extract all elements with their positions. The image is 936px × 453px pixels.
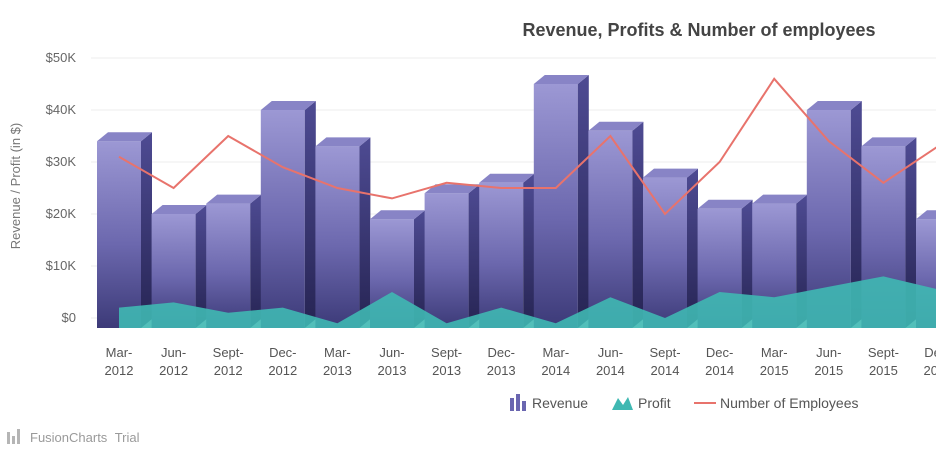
revenue-bar-side [304, 101, 316, 328]
legend-label-profit: Profit [638, 395, 671, 411]
revenue-bar-side [195, 205, 207, 328]
y-tick-label: $40K [46, 102, 77, 117]
x-tick-label: Sept-2012 [213, 345, 244, 378]
revenue-bar-front [424, 193, 469, 328]
revenue-bar[interactable] [206, 194, 262, 328]
y-axis-ticks: $0 $10K $20K $30K $40K $50K [46, 50, 77, 325]
revenue-bar-top [424, 184, 480, 194]
y-tick-label: $50K [46, 50, 77, 65]
revenue-bar-top [916, 210, 936, 220]
revenue-bar-side [850, 101, 862, 328]
fusioncharts-logo-icon [7, 429, 20, 444]
y-axis-label: Revenue / Profit (in $) [8, 123, 23, 249]
revenue-bar-top [206, 194, 262, 204]
profit-area-shape[interactable] [119, 276, 936, 328]
x-tick-label: Mar-2015 [760, 345, 789, 378]
employees-line [118, 77, 936, 216]
x-axis-ticks: Mar-2012 Jun-2012 Sept-2012 Dec-2012 Mar-201… [105, 345, 936, 378]
svg-text:FusionCharts Trial: FusionCharts Trial [30, 430, 140, 445]
revenue-bar-top [643, 168, 698, 178]
x-tick-label: Sept-2014 [649, 345, 680, 378]
revenue-bar-side [905, 137, 917, 328]
employees-line-path[interactable] [118, 77, 936, 216]
legend-item-profit[interactable]: Profit [612, 395, 671, 411]
revenue-bar[interactable] [424, 184, 480, 328]
profit-area [119, 276, 936, 328]
revenue-bar-top [97, 132, 152, 142]
revenue-bar-top [370, 210, 425, 220]
x-tick-label: Dec-2015 [924, 345, 936, 378]
watermark-brand: FusionCharts [30, 430, 108, 445]
legend: Revenue Profit Number of Employees [510, 394, 859, 411]
revenue-bar[interactable] [315, 137, 371, 328]
revenue-bar-side [250, 194, 262, 328]
x-tick-label: Mar-2014 [541, 345, 570, 378]
revenue-bar-side [523, 173, 535, 328]
x-tick-label: Jun-2014 [596, 345, 625, 378]
revenue-bar-top [479, 173, 535, 183]
x-tick-label: Sept-2015 [868, 345, 899, 378]
revenue-bar-top [260, 101, 316, 110]
x-tick-label: Dec-2013 [487, 345, 516, 378]
legend-label-revenue: Revenue [532, 395, 588, 411]
revenue-legend-icon [510, 394, 526, 411]
revenue-bar[interactable] [97, 132, 152, 328]
revenue-bar[interactable] [588, 121, 644, 328]
revenue-bar[interactable] [479, 173, 535, 328]
y-tick-label: $0 [62, 310, 76, 325]
x-tick-label: Jun-2013 [378, 345, 407, 378]
revenue-bar-top [151, 205, 207, 214]
y-tick-label: $30K [46, 154, 77, 169]
revenue-bar-top [806, 101, 862, 110]
x-tick-label: Dec-2012 [268, 345, 297, 378]
revenue-bar[interactable] [533, 75, 589, 328]
revenue-bar-front [315, 146, 360, 328]
revenue-bar[interactable] [643, 168, 698, 328]
revenue-bar-front [643, 177, 687, 328]
revenue-bar-front [97, 141, 141, 328]
revenue-bars [97, 75, 936, 328]
revenue-bar-top [752, 194, 808, 204]
revenue-bar-side [414, 210, 425, 328]
y-tick-label: $20K [46, 206, 77, 221]
revenue-bar-side [687, 168, 698, 328]
revenue-bar[interactable] [260, 101, 316, 328]
revenue-bar-top [861, 137, 917, 147]
revenue-bar-front [206, 203, 251, 328]
x-tick-label: Jun-2015 [814, 345, 843, 378]
x-tick-label: Sept-2013 [431, 345, 462, 378]
legend-item-revenue[interactable]: Revenue [510, 394, 588, 411]
legend-item-employees[interactable]: Number of Employees [694, 395, 859, 411]
y-tick-label: $10K [46, 258, 77, 273]
legend-label-employees: Number of Employees [720, 395, 859, 411]
x-tick-label: Dec-2014 [705, 345, 734, 378]
revenue-bar-front [260, 110, 305, 328]
revenue-bar-side [141, 132, 152, 328]
chart-title: Revenue, Profits & Number of employees [522, 20, 875, 40]
x-tick-label: Mar-2013 [323, 345, 352, 378]
revenue-bar-front [588, 130, 633, 328]
revenue-bar-top [697, 199, 753, 209]
watermark: FusionCharts Trial [7, 429, 140, 445]
watermark-suffix: Trial [115, 430, 140, 445]
revenue-bar-side [577, 75, 589, 328]
revenue-bar-top [533, 75, 589, 84]
x-tick-label: Jun-2012 [159, 345, 188, 378]
profit-legend-icon [612, 397, 633, 410]
revenue-bar-side [359, 137, 371, 328]
revenue-bar-front [479, 182, 524, 328]
revenue-bar-side [632, 121, 644, 328]
revenue-bar-side [468, 184, 480, 328]
revenue-bar-top [315, 137, 371, 147]
x-tick-label: Mar-2012 [105, 345, 134, 378]
revenue-bar-top [588, 121, 644, 131]
revenue-bar-front [533, 84, 578, 328]
